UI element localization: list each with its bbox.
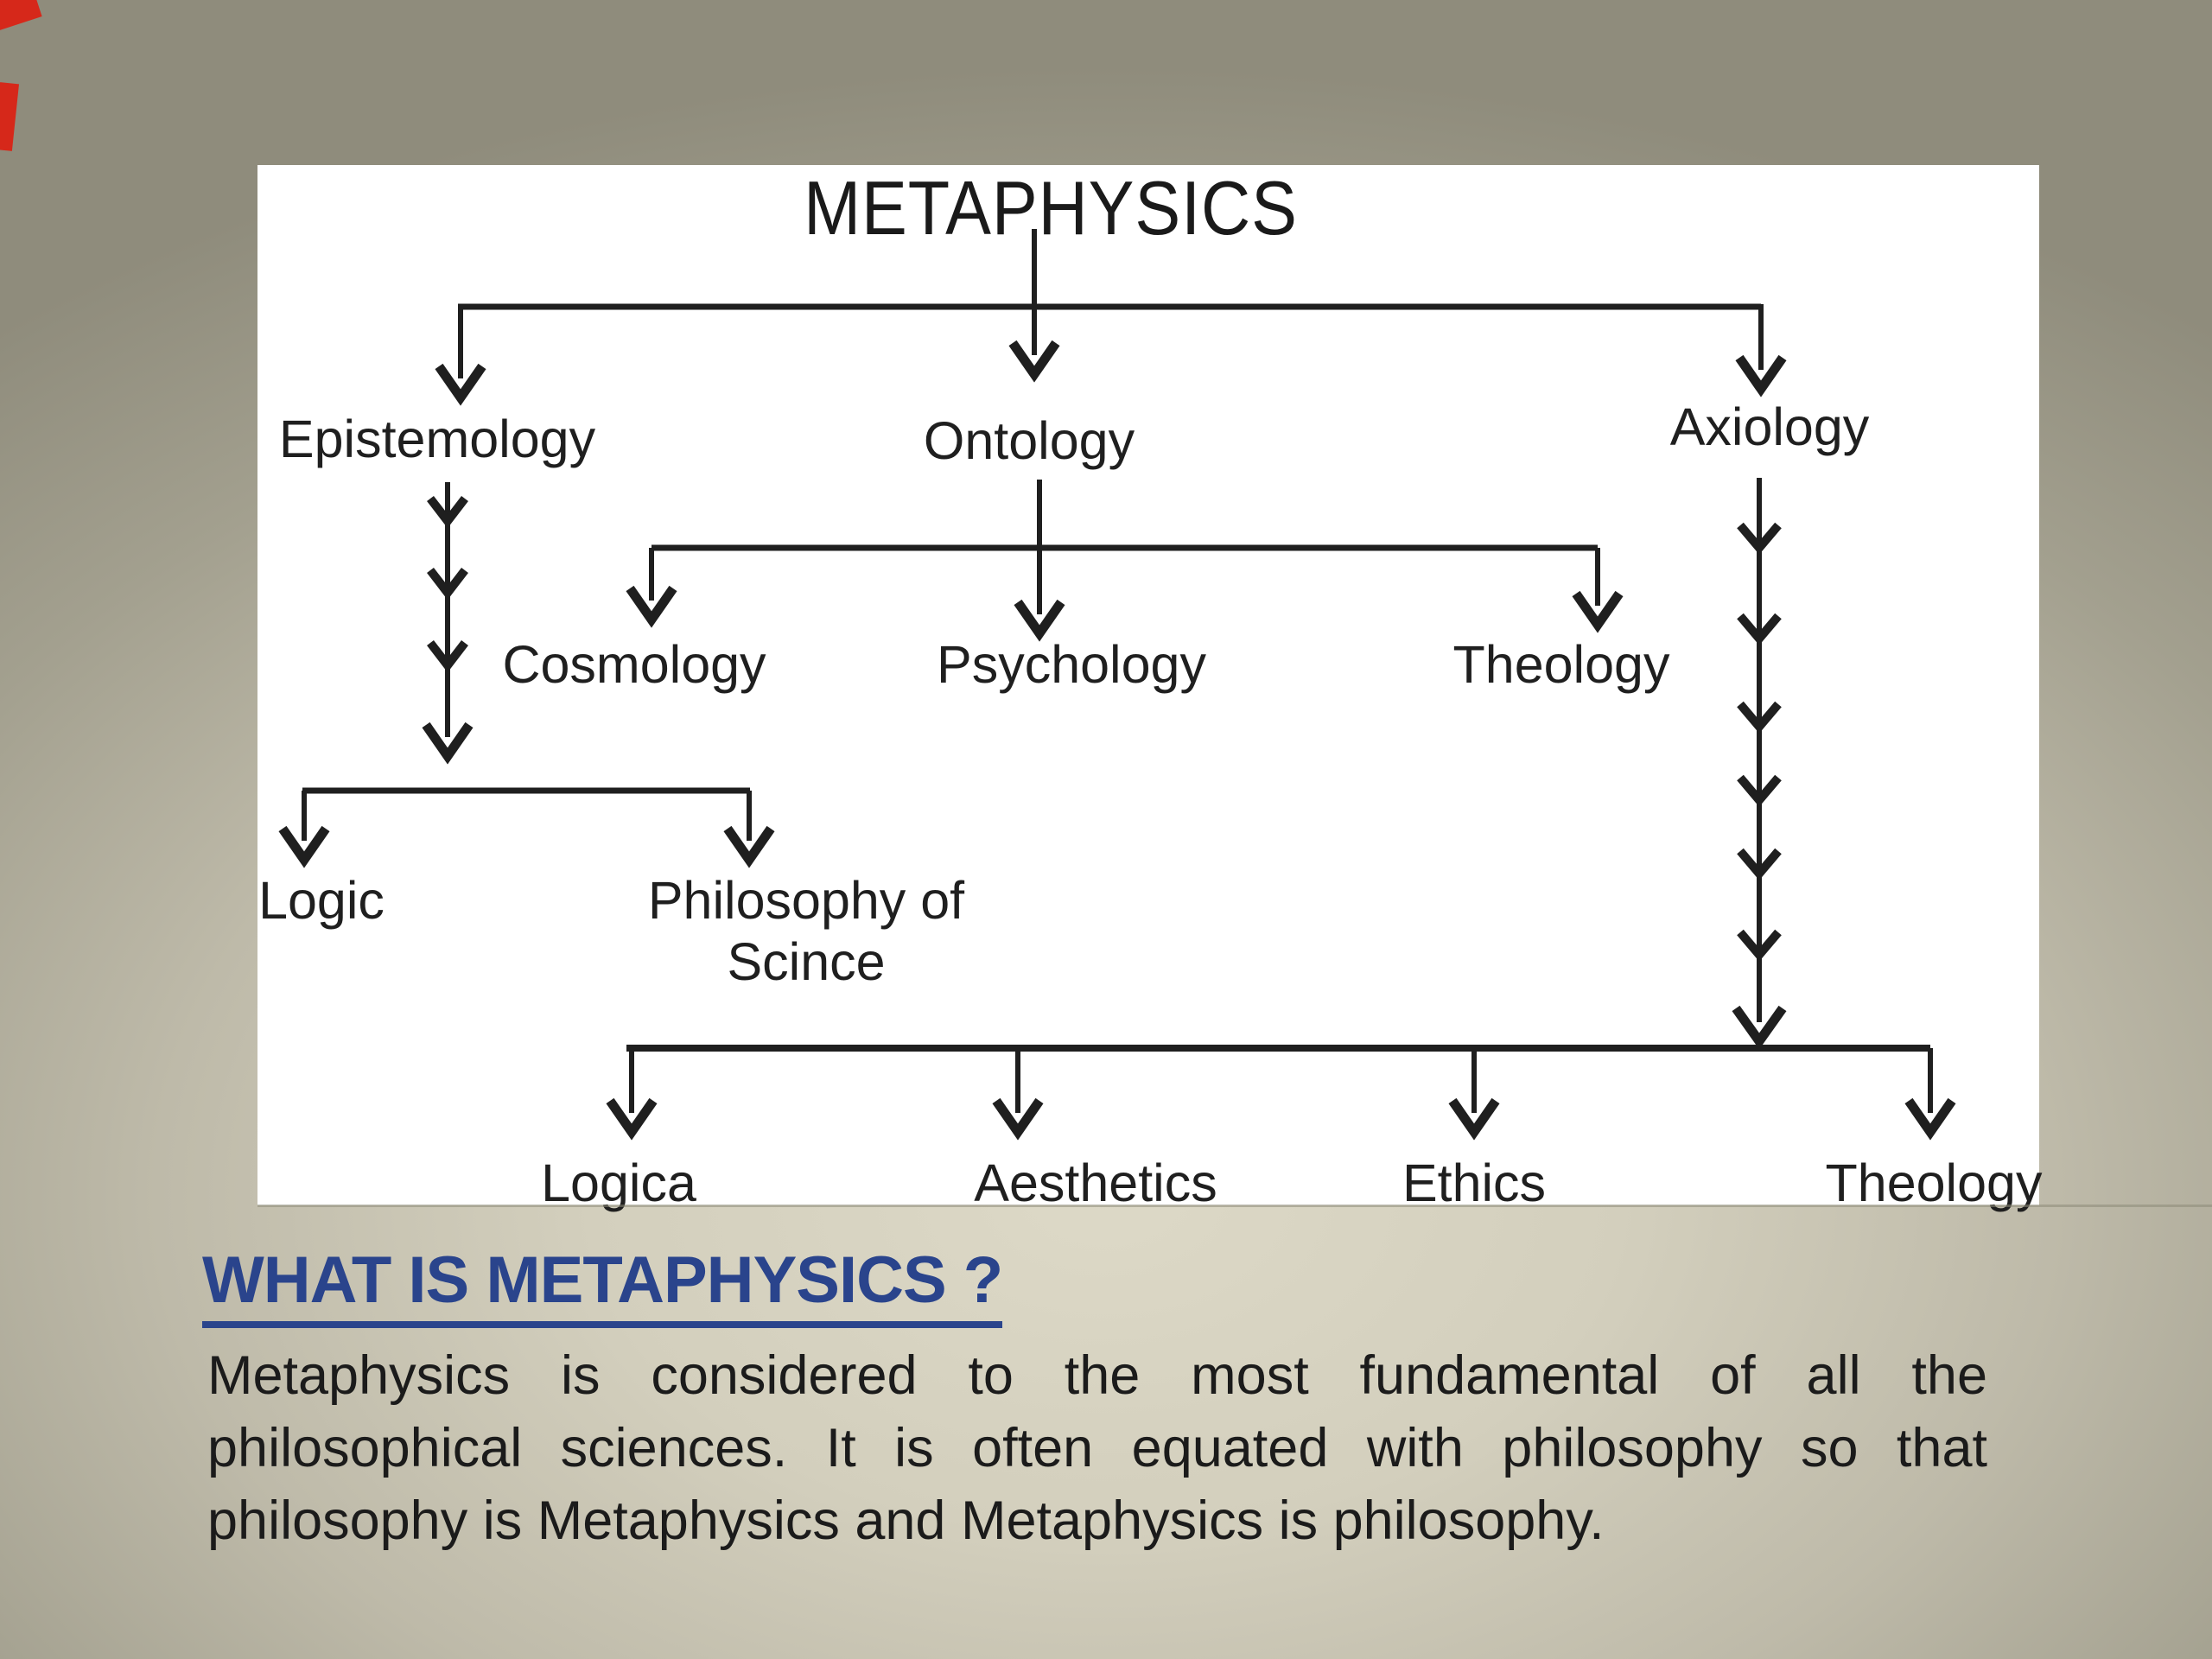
body-line: philosophy is Metaphysics and Metaphysic…: [207, 1491, 1605, 1551]
body-line: Metaphysics is considered to the most fu…: [207, 1345, 1987, 1406]
metaphysics-diagram-panel: METAPHYSICS Epistemology Ontology Axiolo…: [257, 165, 2042, 1212]
corner-red-mark: [0, 82, 20, 151]
body-paragraph: Metaphysics is considered to the most fu…: [207, 1339, 1987, 1557]
corner-red-mark: [0, 0, 42, 31]
node-logica: Logica: [541, 1154, 696, 1212]
section-heading: WHAT IS METAPHYSICS ?: [202, 1248, 1003, 1328]
node-philosophy-of-science: Philosophy of Scince: [647, 871, 965, 991]
node-epistemology: Epistemology: [278, 410, 596, 468]
section-heading-text: WHAT IS METAPHYSICS ?: [202, 1243, 1003, 1317]
node-psychology: Psychology: [937, 635, 1206, 694]
body-line: philosophical sciences. It is often equa…: [207, 1418, 1987, 1478]
node-aesthetics: Aesthetics: [974, 1154, 1217, 1212]
panel-bottom-line: [257, 1205, 2212, 1207]
node-axiology: Axiology: [1669, 397, 1870, 456]
node-ethics: Ethics: [1402, 1154, 1547, 1212]
diagram-title: METAPHYSICS: [804, 165, 1298, 251]
node-cosmology: Cosmology: [502, 635, 766, 694]
node-logic: Logic: [258, 871, 385, 930]
diagram-connector-lines: [278, 229, 1956, 1141]
node-theology-bottom: Theology: [1825, 1154, 2043, 1212]
node-theology: Theology: [1452, 635, 1670, 694]
node-ontology: Ontology: [923, 411, 1135, 470]
